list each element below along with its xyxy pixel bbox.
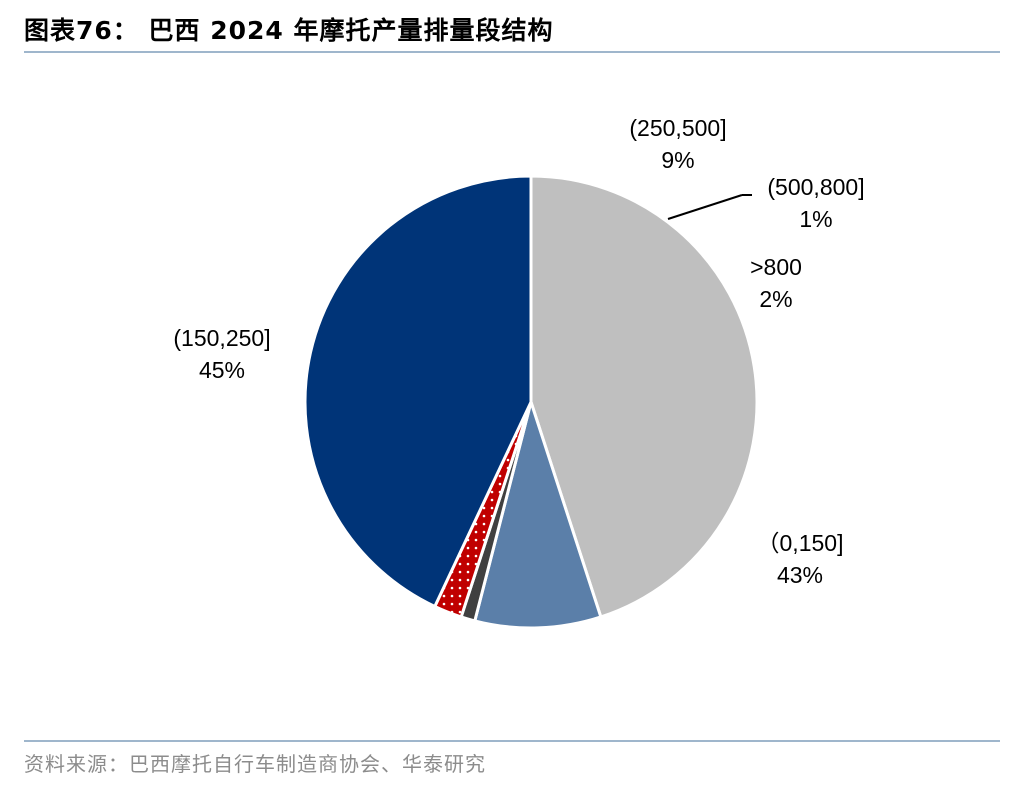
label-150-250: (150,250] 45% bbox=[173, 325, 270, 383]
label-250-500-category: (250,500] bbox=[629, 115, 726, 141]
pie-slice-150-250 bbox=[529, 174, 759, 619]
label-0-150: （0,150] 43% bbox=[757, 530, 844, 588]
label-500-800-category: (500,800] bbox=[767, 174, 864, 200]
top-divider bbox=[24, 51, 1000, 53]
label-0-150-category: （0,150] bbox=[757, 530, 844, 556]
source-note: 资料来源：巴西摩托自行车制造商协会、华泰研究 bbox=[24, 752, 486, 776]
pie-slice-0-150 bbox=[303, 174, 533, 608]
label-250-500-percent: 9% bbox=[661, 147, 694, 173]
label-0-150-percent: 43% bbox=[777, 562, 823, 588]
label-150-250-category: (150,250] bbox=[173, 325, 270, 351]
label-250-500: (250,500] 9% bbox=[629, 115, 726, 173]
label-over-800-percent: 2% bbox=[759, 286, 792, 312]
label-over-800: >800 2% bbox=[750, 254, 802, 312]
label-150-250-percent: 45% bbox=[199, 357, 245, 383]
pie-slices bbox=[303, 174, 759, 630]
leader-line-500-800 bbox=[667, 194, 743, 220]
chart-title: 图表76： 巴西 2024 年摩托产量排量段结构 bbox=[24, 16, 554, 45]
label-500-800-percent: 1% bbox=[799, 206, 832, 232]
label-over-800-category: >800 bbox=[750, 254, 802, 280]
pie-slice-250-500 bbox=[473, 400, 603, 630]
bottom-divider bbox=[24, 740, 1000, 742]
label-500-800: (500,800] 1% bbox=[767, 174, 864, 232]
